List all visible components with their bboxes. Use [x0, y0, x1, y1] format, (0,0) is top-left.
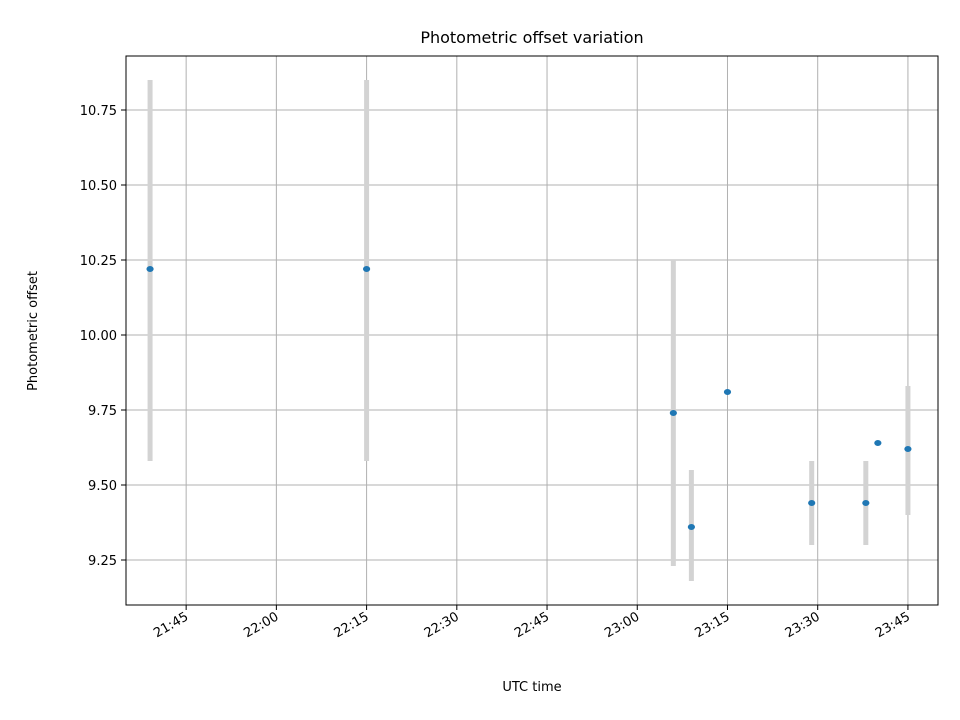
y-tick-label: 10.75 — [80, 104, 117, 119]
y-tick-label: 10.50 — [80, 179, 117, 194]
plot-frame — [125, 55, 939, 606]
grid-layer — [126, 56, 938, 605]
y-axis-ticks: 9.25 9.50 9.75 10.00 10.25 10.50 10.75 — [80, 104, 126, 569]
x-axis-label: UTC time — [502, 680, 561, 695]
x-axis-ticks: 21:45 22:00 22:15 22:30 22:45 23:00 23:15 23:30… — [151, 605, 913, 641]
data-point — [874, 440, 882, 446]
data-point — [723, 389, 732, 395]
y-tick-label: 9.75 — [88, 404, 117, 419]
x-tick-label: 22:00 — [241, 609, 281, 641]
chart-title: Photometric offset variation — [420, 28, 643, 47]
x-tick-label: 23:15 — [693, 609, 733, 641]
y-tick-label: 9.25 — [88, 554, 117, 569]
x-tick-label: 23:00 — [602, 609, 642, 641]
data-point — [904, 446, 912, 452]
y-tick-label: 10.25 — [80, 254, 117, 269]
x-tick-label: 23:30 — [783, 609, 823, 641]
x-tick-label: 23:45 — [873, 609, 913, 641]
data-point — [687, 524, 695, 530]
point-layer — [146, 266, 912, 530]
x-tick-label: 22:45 — [512, 609, 552, 641]
errorbar-layer — [147, 80, 911, 581]
data-point — [808, 500, 816, 506]
x-tick-label: 21:45 — [151, 609, 191, 641]
data-point — [669, 410, 677, 416]
y-tick-label: 9.50 — [88, 479, 117, 494]
data-point — [146, 266, 154, 272]
data-point — [362, 266, 371, 272]
x-tick-label: 22:30 — [422, 609, 462, 641]
y-axis-label: Photometric offset — [26, 271, 41, 391]
x-tick-label: 22:15 — [332, 609, 372, 641]
y-tick-label: 10.00 — [80, 329, 117, 344]
data-point — [862, 500, 870, 506]
